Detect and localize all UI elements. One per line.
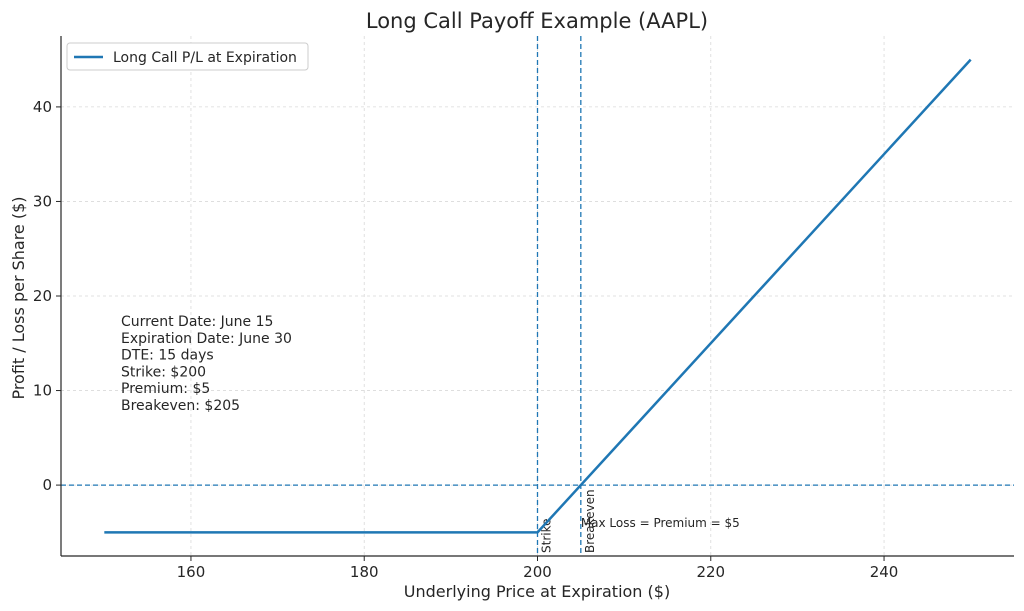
info-line: Premium: $5	[121, 381, 210, 397]
reference-lines: Strike Breakeven	[61, 36, 1014, 556]
info-line: Strike: $200	[121, 364, 206, 380]
legend-label: Long Call P/L at Expiration	[113, 50, 297, 66]
chart-title: Long Call Payoff Example (AAPL)	[366, 9, 708, 33]
y-tick-label: 0	[42, 476, 52, 494]
info-line: Current Date: June 15	[121, 314, 273, 330]
breakeven-label: Breakeven	[583, 489, 597, 553]
axes: 160 180 200 220 240 0 10 20 30 40	[33, 36, 1014, 581]
y-axis-label: Profit / Loss per Share ($)	[9, 196, 28, 399]
x-tick-label: 240	[870, 563, 899, 581]
annotations: Max Loss = Premium = $5	[581, 516, 740, 530]
max-loss-annotation: Max Loss = Premium = $5	[581, 516, 740, 530]
x-tick-label: 220	[696, 563, 725, 581]
info-line: Expiration Date: June 30	[121, 331, 292, 347]
info-line: DTE: 15 days	[121, 348, 214, 364]
legend: Long Call P/L at Expiration	[66, 42, 309, 71]
x-tick-label: 200	[523, 563, 552, 581]
legend-box	[66, 42, 309, 71]
y-tick-label: 40	[33, 98, 52, 116]
x-axis-label: Underlying Price at Expiration ($)	[404, 582, 670, 601]
y-tick-label: 20	[33, 287, 52, 305]
x-tick-label: 160	[177, 563, 206, 581]
x-tick-label: 180	[350, 563, 379, 581]
payoff-line	[104, 58, 972, 534]
series	[104, 58, 972, 534]
y-tick-label: 10	[33, 382, 52, 400]
y-tick-label: 30	[33, 192, 52, 210]
info-line: Breakeven: $205	[121, 398, 240, 414]
